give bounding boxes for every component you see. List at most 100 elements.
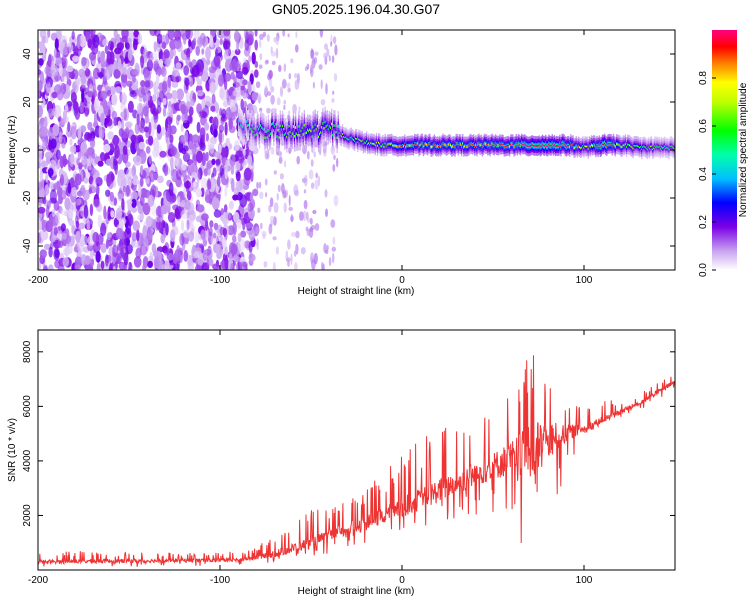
noise-blob (117, 57, 122, 71)
ridge-segment (356, 138, 358, 140)
noise-blob (120, 72, 128, 84)
noise-blob (230, 262, 235, 270)
noise-blob (233, 256, 241, 263)
noise-blob (120, 111, 125, 118)
noise-blob (231, 154, 236, 164)
noise-blob (131, 198, 137, 208)
ridge-segment (328, 125, 331, 128)
noise-blob (120, 92, 127, 105)
noise-blob (100, 243, 107, 254)
noise-blob (186, 47, 191, 60)
noise-blob (320, 99, 326, 106)
ridge-segment (290, 134, 292, 138)
noise-blob (158, 58, 164, 68)
noise-blob (224, 247, 228, 256)
ridge-segment (565, 146, 568, 148)
noise-blob (67, 121, 71, 133)
noise-blob (275, 246, 279, 255)
noise-blob (136, 102, 143, 114)
ridge-segment (633, 144, 635, 147)
noise-blob (165, 116, 173, 125)
ridge-segment (409, 144, 411, 147)
noise-blob (140, 188, 148, 198)
noise-blob (174, 208, 180, 220)
ridge-segment (396, 145, 398, 148)
noise-blob (336, 157, 339, 168)
noise-blob (113, 117, 118, 127)
noise-blob (230, 71, 235, 80)
ridge-segment (561, 143, 563, 145)
ridge-segment (610, 143, 612, 145)
ridge-segment (322, 122, 324, 125)
ridge-segment (644, 146, 646, 148)
noise-blob (87, 90, 94, 98)
noise-blob (110, 41, 115, 50)
ridge-segment (534, 145, 536, 147)
noise-blob (133, 155, 142, 166)
noise-blob (54, 259, 61, 269)
noise-blob (125, 42, 130, 50)
noise-blob (286, 82, 291, 89)
ridge-segment (549, 144, 551, 147)
noise-blob (54, 249, 60, 259)
noise-blob (59, 174, 65, 186)
noise-blob (247, 155, 253, 165)
noise-blob (68, 209, 74, 219)
ridge-segment (295, 126, 297, 129)
noise-blob (92, 240, 101, 253)
noise-blob (160, 126, 166, 136)
noise-blob (268, 204, 272, 213)
ridge-segment (262, 127, 264, 130)
noise-blob (295, 44, 299, 53)
noise-blob (294, 262, 298, 270)
ridge-segment (585, 145, 587, 148)
ridge-segment (540, 145, 542, 147)
noise-blob (207, 180, 212, 190)
ridge-segment (420, 142, 422, 145)
noise-blob (171, 81, 179, 88)
noise-blob (288, 73, 292, 80)
noise-blob (193, 181, 197, 188)
noise-blob (292, 104, 297, 114)
ridge-segment (312, 125, 314, 129)
noise-blob (80, 141, 88, 154)
ridge-segment (252, 130, 254, 133)
ridge-segment (492, 144, 494, 147)
noise-blob (191, 144, 197, 156)
ridge-segment (545, 143, 547, 146)
noise-blob (197, 256, 204, 266)
noise-blob (331, 55, 335, 63)
ridge-segment (338, 132, 340, 135)
noise-blob (147, 194, 155, 207)
ridge-segment (393, 144, 395, 147)
noise-blob (60, 209, 68, 216)
noise-blob (271, 60, 276, 66)
noise-blob (293, 73, 298, 79)
noise-blob (92, 67, 100, 80)
noise-blob (142, 105, 149, 117)
noise-blob (294, 189, 299, 197)
noise-blob (242, 79, 248, 86)
ridge-segment (360, 140, 362, 143)
noise-blob (174, 38, 182, 50)
noise-blob (147, 54, 154, 62)
noise-blob (127, 176, 132, 188)
noise-blob (71, 186, 77, 197)
ridge-segment (285, 132, 287, 135)
ridge-segment (301, 126, 303, 130)
ridge-segment (375, 141, 378, 144)
ridge-segment (607, 143, 609, 145)
ridge-segment (345, 136, 347, 138)
noise-blob (125, 243, 133, 255)
ridge-segment (590, 144, 593, 146)
ridge-segment (432, 144, 434, 147)
ridge-segment (669, 145, 671, 148)
noise-blob (196, 150, 203, 164)
colorbar-tick-label: 0.4 (698, 167, 709, 181)
noise-blob (247, 80, 252, 93)
noise-blob (67, 182, 72, 194)
noise-blob (232, 221, 237, 236)
ridge-segment (665, 147, 667, 150)
noise-blob (127, 48, 133, 61)
ridge-segment (404, 143, 406, 146)
